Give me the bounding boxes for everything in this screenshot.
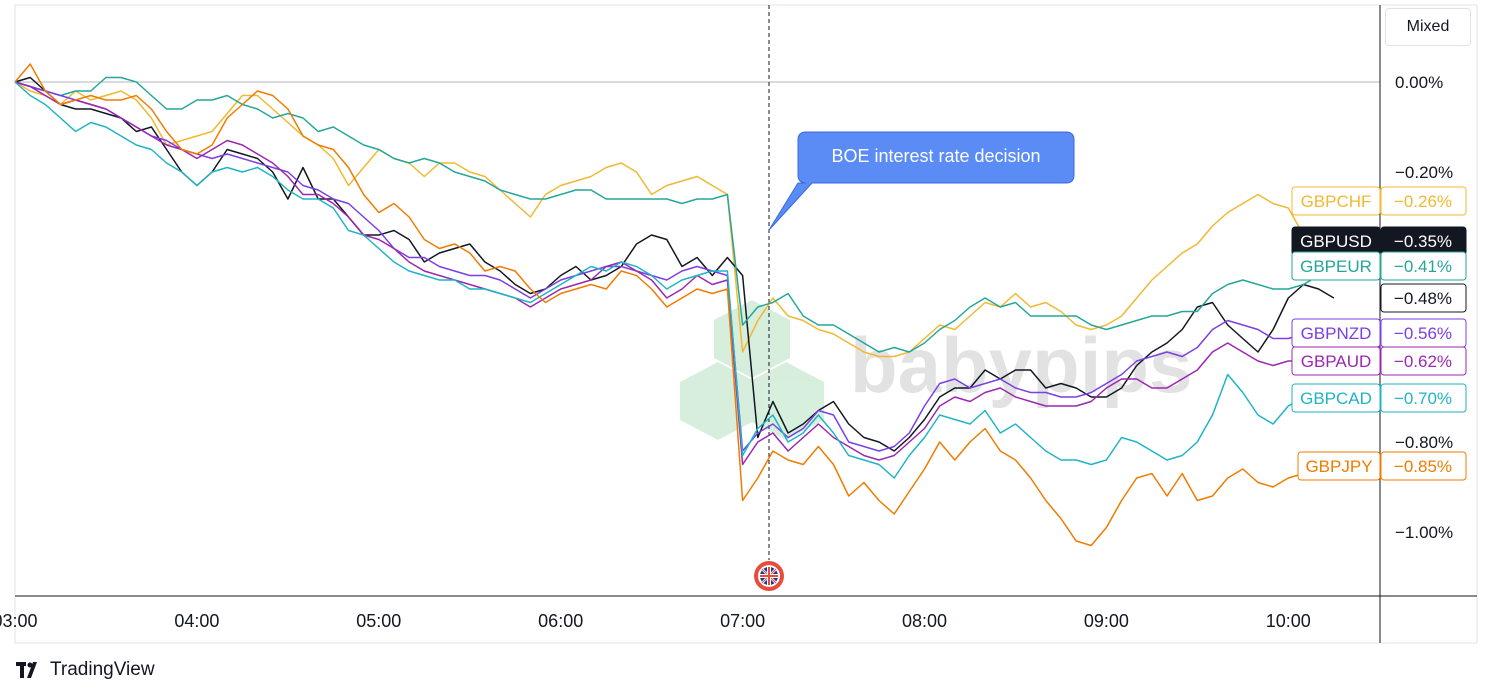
series-value-tag-gbpeur: −0.41% [1380, 251, 1467, 281]
svg-text:−0.56%: −0.56% [1394, 324, 1452, 343]
svg-text:−0.35%: −0.35% [1394, 232, 1452, 251]
series-value-tag-gbpusd: −0.35% [1380, 226, 1467, 256]
series-value-tag-gbpaud: −0.62% [1380, 346, 1467, 376]
x-tick-label: 06:00 [538, 611, 583, 631]
series-value-tag-gbpnzd: −0.56% [1380, 318, 1467, 348]
series-line-gbpusd[interactable] [14, 76, 1335, 452]
svg-text:GBPEUR: GBPEUR [1300, 257, 1372, 276]
x-tick-label: 10:00 [1266, 611, 1311, 631]
x-tick-label: 03:00 [0, 611, 38, 631]
series-name-tag-gbpaud: GBPAUD [1291, 346, 1381, 376]
event-callout[interactable]: BOE interest rate decision [768, 131, 1075, 231]
svg-text:−0.62%: −0.62% [1394, 352, 1452, 371]
chart-border [14, 4, 1478, 644]
y-tick-label: −0.80% [1395, 433, 1453, 452]
series-name-tag-gbpjpy: GBPJPY [1297, 451, 1381, 481]
price-line-value-tag: −0.48% [1380, 283, 1467, 313]
svg-text:GBPAUD: GBPAUD [1301, 352, 1372, 371]
svg-text:−0.70%: −0.70% [1394, 389, 1452, 408]
series-line-gbpjpy[interactable] [14, 63, 1335, 547]
svg-text:GBPNZD: GBPNZD [1301, 324, 1372, 343]
series-value-tag-gbpcad: −0.70% [1380, 383, 1467, 413]
svg-text:−0.41%: −0.41% [1394, 257, 1452, 276]
series-line-gbpnzd[interactable] [14, 81, 1334, 452]
svg-text:GBPJPY: GBPJPY [1305, 457, 1372, 476]
x-tick-label: 07:00 [720, 611, 765, 631]
series-value-tag-gbpchf: −0.26% [1380, 186, 1467, 216]
series-name-tag-gbpcad: GBPCAD [1291, 383, 1381, 413]
series-name-tag-gbpusd: GBPUSD [1291, 226, 1381, 256]
tradingview-logo-icon [16, 662, 37, 678]
axis-layer: 0.00% −0.20% −0.80% −1.00% 03:00 04:00 05:00 06… [0, 73, 1453, 631]
series-line-gbpaud[interactable] [14, 81, 1334, 466]
series-name-tag-gbpnzd: GBPNZD [1291, 318, 1381, 348]
series-value-tag-gbpjpy: −0.85% [1380, 451, 1467, 481]
series-line-gbpcad[interactable] [14, 81, 1335, 479]
x-tick-label: 04:00 [174, 611, 219, 631]
x-tick-label: 08:00 [902, 611, 947, 631]
svg-text:−0.85%: −0.85% [1394, 457, 1452, 476]
event-callout-label: BOE interest rate decision [831, 146, 1040, 166]
tradingview-name: TradingView [50, 659, 155, 680]
x-tick-label: 09:00 [1084, 611, 1129, 631]
series-line-gbpeur[interactable] [14, 76, 1335, 353]
y-tick-label: −1.00% [1395, 523, 1453, 542]
series-line-gbpchf[interactable] [14, 81, 1335, 358]
y-tick-label: 0.00% [1395, 73, 1443, 92]
series-name-tag-gbpeur: GBPEUR [1291, 251, 1381, 281]
series-name-tag-gbpchf: GBPCHF [1291, 186, 1381, 216]
svg-text:−0.26%: −0.26% [1394, 192, 1452, 211]
series-layer [14, 63, 1335, 547]
uk-flag-icon[interactable] [754, 561, 784, 591]
svg-text:GBPCHF: GBPCHF [1301, 192, 1372, 211]
label-layer: GBPCHF −0.26% GBPUSD −0.35% GBPEUR −0.41% GBPN… [1291, 186, 1467, 481]
svg-text:GBPCAD: GBPCAD [1300, 389, 1372, 408]
x-tick-label: 05:00 [356, 611, 401, 631]
watermark-text: babypips [850, 321, 1192, 409]
tradingview-logo[interactable]: TradingView [16, 658, 155, 682]
y-tick-label: −0.20% [1395, 163, 1453, 182]
scale-mode-button[interactable]: Mixed [1385, 8, 1471, 46]
svg-text:GBPUSD: GBPUSD [1300, 232, 1372, 251]
svg-text:−0.48%: −0.48% [1394, 289, 1452, 308]
